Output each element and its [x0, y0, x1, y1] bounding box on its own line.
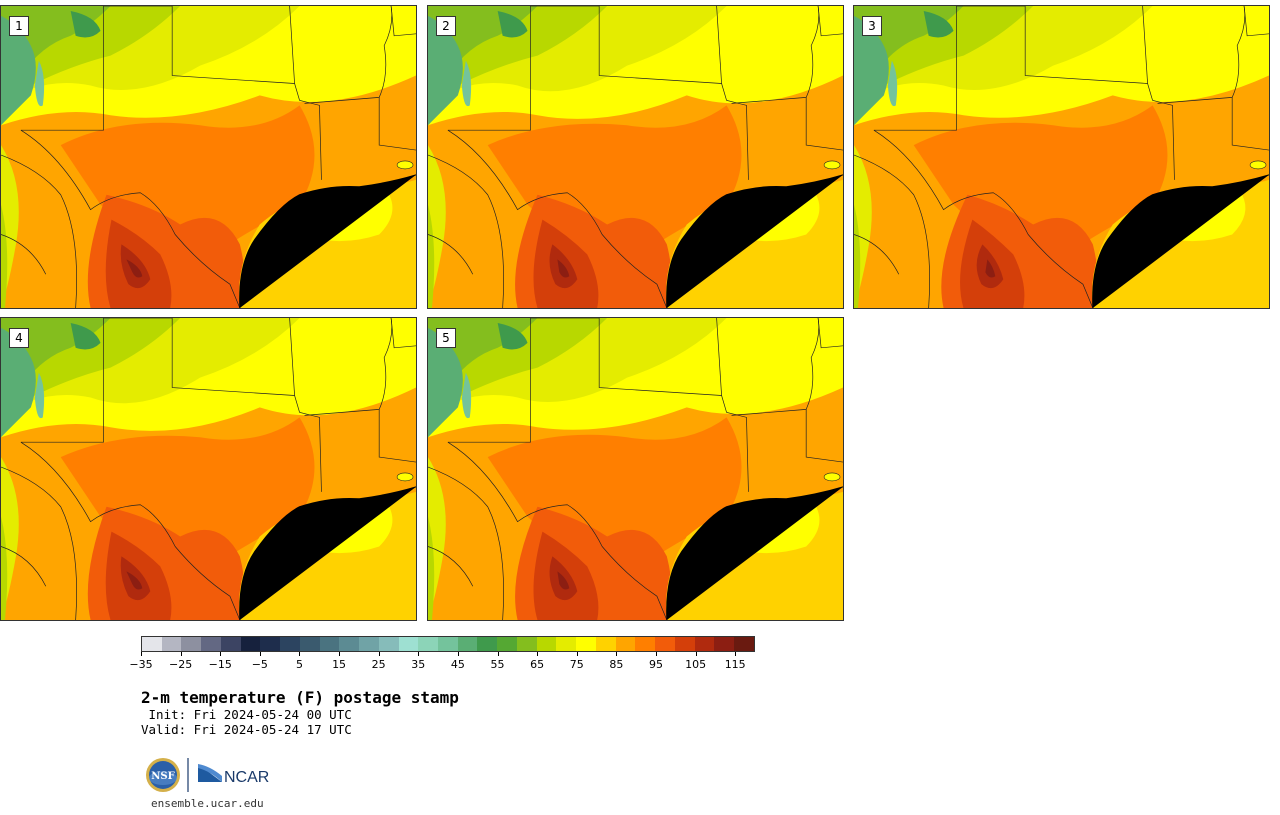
- colorbar-tick-label: 15: [332, 658, 347, 671]
- panel-number-label: 2: [436, 16, 456, 36]
- panel-number-label: 4: [9, 328, 29, 348]
- colorbar-tick-label: −5: [251, 658, 268, 671]
- panel-number-label: 3: [862, 16, 882, 36]
- colorbar-swatch: [714, 637, 735, 651]
- colorbar-swatch: [516, 637, 537, 651]
- colorbar-tick: [418, 652, 420, 656]
- init-time: Init: Fri 2024-05-24 00 UTC: [141, 707, 352, 722]
- colorbar-tick: [259, 652, 261, 656]
- colorbar-tick-label: 45: [450, 658, 465, 671]
- colorbar-swatch: [339, 637, 360, 651]
- colorbar-swatch: [319, 637, 340, 651]
- map-panel-1: 1: [0, 5, 417, 309]
- colorbar-swatch: [299, 637, 320, 651]
- site-url: ensemble.ucar.edu: [151, 797, 264, 810]
- colorbar-tick-label: 5: [295, 658, 303, 671]
- colorbar-swatch: [477, 637, 498, 651]
- colorbar-swatch: [418, 637, 439, 651]
- colorbar-tick: [220, 652, 222, 656]
- colorbar-swatch: [240, 637, 261, 651]
- colorbar-swatch: [635, 637, 656, 651]
- map-panel-2: 2: [427, 5, 844, 309]
- ncar-logo: NCAR: [198, 764, 269, 786]
- colorbar-tick-label: 115: [724, 658, 746, 671]
- colorbar-swatch: [536, 637, 557, 651]
- colorbar-tick: [735, 652, 737, 656]
- colorbar-tick-label: −25: [169, 658, 193, 671]
- colorbar-swatch: [260, 637, 281, 651]
- colorbar-tick-label: 25: [371, 658, 386, 671]
- colorbar-tick-label: 105: [685, 658, 707, 671]
- colorbar-swatch: [280, 637, 300, 651]
- colorbar-swatch: [378, 637, 399, 651]
- colorbar-swatch: [576, 637, 596, 651]
- colorbar-swatch: [674, 637, 695, 651]
- colorbar-swatch: [201, 637, 221, 651]
- colorbar-tick: [655, 652, 657, 656]
- colorbar-tick: [616, 652, 618, 656]
- colorbar-tick: [695, 652, 697, 656]
- map-panel-5: 5: [427, 317, 844, 621]
- valid-time: Valid: Fri 2024-05-24 17 UTC: [141, 722, 352, 737]
- colorbar-tick: [576, 652, 578, 656]
- colorbar-swatch: [359, 637, 379, 651]
- panel-number-label: 5: [436, 328, 456, 348]
- colorbar-tick-label: 35: [411, 658, 426, 671]
- colorbar-swatch: [497, 637, 517, 651]
- colorbar-tick-label: 55: [490, 658, 505, 671]
- nsf-logo: NSF: [146, 758, 180, 792]
- colorbar-tick-label: 75: [569, 658, 584, 671]
- colorbar-swatch: [398, 637, 419, 651]
- colorbar-swatch: [142, 637, 162, 651]
- colorbar-swatch: [161, 637, 182, 651]
- colorbar-tick: [141, 652, 142, 656]
- temperature-colorbar: [141, 636, 755, 652]
- colorbar-tick: [299, 652, 301, 656]
- colorbar-tick-label: −15: [208, 658, 232, 671]
- colorbar-tick: [339, 652, 341, 656]
- ncar-logo-text: NCAR: [224, 769, 269, 786]
- colorbar-tick-label: 65: [530, 658, 545, 671]
- colorbar-swatch: [438, 637, 458, 651]
- nsf-logo-text: NSF: [151, 771, 174, 782]
- colorbar-swatch: [595, 637, 616, 651]
- colorbar-tick: [180, 652, 182, 656]
- colorbar-tick: [497, 652, 499, 656]
- colorbar-swatch: [556, 637, 577, 651]
- colorbar-ticks: −35 −25 −15 −5 5 15 25 35 45 55 65 75 85 95 105 115: [129, 652, 755, 672]
- colorbar-swatch: [220, 637, 241, 651]
- colorbar-tick-label: 95: [648, 658, 663, 671]
- map-panel-4: 4: [0, 317, 417, 621]
- panel-number-label: 1: [9, 16, 29, 36]
- colorbar-tick-label: −35: [129, 658, 153, 671]
- colorbar-swatch: [181, 637, 202, 651]
- colorbar-tick: [457, 652, 459, 656]
- colorbar-swatch: [694, 637, 715, 651]
- colorbar-swatch: [734, 637, 754, 651]
- chart-title: 2-m temperature (F) postage stamp: [141, 688, 459, 707]
- colorbar-swatch: [615, 637, 636, 651]
- map-panel-3: 3: [853, 5, 1270, 309]
- colorbar-tick: [378, 652, 380, 656]
- colorbar-swatch: [457, 637, 478, 651]
- colorbar-swatch: [655, 637, 675, 651]
- colorbar-tick: [537, 652, 539, 656]
- colorbar-tick-label: 85: [609, 658, 624, 671]
- logos: NSF NCAR: [144, 756, 284, 796]
